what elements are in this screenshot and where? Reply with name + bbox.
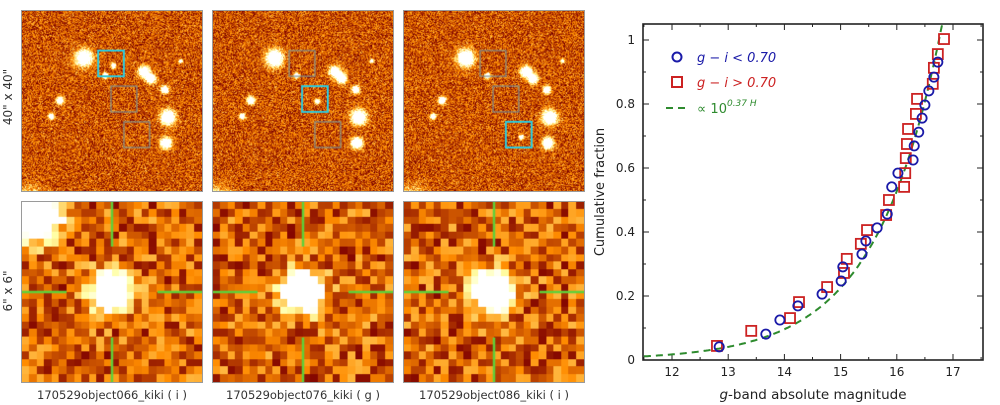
blue-circle-point xyxy=(774,314,786,326)
y-tick-label: 0.8 xyxy=(616,97,635,111)
panel-caption-2: 170529object076_kiki ( g ) xyxy=(226,388,380,402)
blue-circle-point xyxy=(881,208,893,220)
legend-label-green-exp: 0.37 H xyxy=(727,99,757,109)
red-square-point xyxy=(784,312,796,324)
blue-circle-point xyxy=(713,341,725,353)
red-square-point xyxy=(938,33,950,45)
wide-field-image-3 xyxy=(403,10,585,192)
x-tick-label: 13 xyxy=(721,365,736,379)
blue-circle-point xyxy=(923,85,935,97)
legend-marker-square xyxy=(671,76,683,88)
y-axis-title: Cumulative fraction xyxy=(593,128,608,256)
red-square-point xyxy=(931,48,944,60)
blue-circle-point xyxy=(932,56,944,68)
red-square-point xyxy=(899,152,912,164)
blue-circle-point xyxy=(919,99,931,111)
legend-marker-circle xyxy=(671,51,683,63)
x-axis-title-rest: -band absolute magnitude xyxy=(728,387,907,403)
panel-caption-1: 170529object066_kiki ( i ) xyxy=(37,388,187,402)
blue-circle-point xyxy=(871,222,883,234)
red-square-point xyxy=(883,194,895,206)
red-square-point xyxy=(901,138,913,150)
blue-circle-point xyxy=(835,275,847,287)
chart-legend: g − i < 0.70 g − i > 0.70 ∝ 100.37 H xyxy=(666,51,776,117)
blue-circle-point xyxy=(856,248,868,260)
blue-circle-point xyxy=(816,288,828,300)
blue-circle-point xyxy=(860,235,872,247)
blue-circle-point xyxy=(908,140,920,152)
zoom-cutout-image-3 xyxy=(403,201,585,383)
x-tick-label: 17 xyxy=(945,365,960,379)
blue-circle-point xyxy=(760,328,772,340)
y-tick-label: 0 xyxy=(627,353,635,367)
blue-circle-point xyxy=(907,154,919,166)
red-square-point xyxy=(745,324,758,337)
blue-circle-point xyxy=(886,181,898,193)
x-tick-label: 16 xyxy=(889,365,904,379)
y-tick-label: 0.2 xyxy=(616,289,635,303)
zoom-cutout-image-1 xyxy=(21,201,203,383)
blue-circle-point xyxy=(928,71,940,83)
blue-circle-point xyxy=(913,126,925,138)
red-square-point xyxy=(898,180,911,193)
panel-caption-3: 170529object086_kiki ( i ) xyxy=(419,388,569,402)
legend-label-green: ∝ 100.37 H xyxy=(697,99,757,117)
x-axis-title: g-band absolute magnitude xyxy=(719,387,906,403)
x-tick-label: 14 xyxy=(777,365,792,379)
x-tick-label: 15 xyxy=(833,365,848,379)
x-axis-title-italic: g xyxy=(719,387,728,403)
legend-label-blue: g − i < 0.70 xyxy=(697,51,776,66)
y-tick-label: 0.4 xyxy=(616,225,635,239)
blue-circle-point xyxy=(837,261,849,273)
red-square-point xyxy=(899,167,912,180)
legend-label-green-base: ∝ 10 xyxy=(697,102,727,117)
blue-circle-point xyxy=(792,300,804,312)
red-square-point xyxy=(861,224,873,236)
y-tick-label: 0.6 xyxy=(616,161,635,175)
red-square-point xyxy=(911,92,923,105)
wide-field-image-2 xyxy=(212,10,394,192)
red-square-point xyxy=(902,123,914,135)
wide-field-image-1 xyxy=(21,10,203,192)
blue-circle-point xyxy=(916,112,928,124)
legend-label-red: g − i > 0.70 xyxy=(697,76,776,91)
blue-circle-point xyxy=(892,167,904,179)
zoom-cutout-image-2 xyxy=(212,201,394,383)
x-tick-label: 12 xyxy=(664,365,679,379)
y-tick-label: 1 xyxy=(627,33,635,47)
